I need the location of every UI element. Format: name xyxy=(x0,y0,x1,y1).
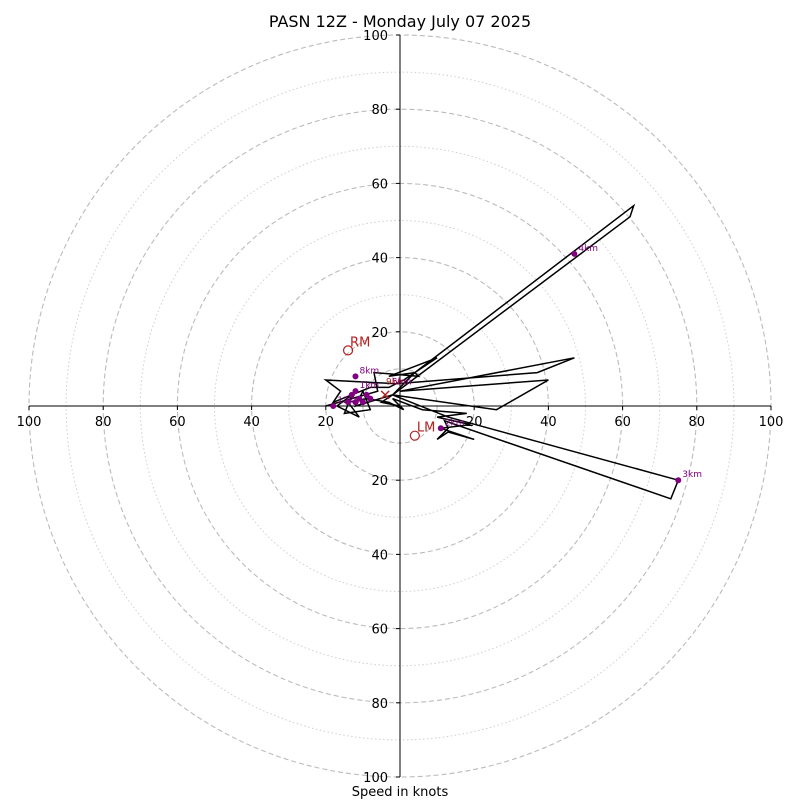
storm-motion-label-LM: LM xyxy=(417,421,435,436)
height-marker-1km xyxy=(352,388,359,395)
height-marker-dot xyxy=(352,399,359,406)
height-marker-3km xyxy=(675,477,682,484)
wind-trace-line xyxy=(323,203,680,500)
height-label-9km: 9km xyxy=(386,378,406,388)
height-marker-dot xyxy=(367,395,374,402)
height-label-3km: 3km xyxy=(682,470,702,480)
height-marker-dot xyxy=(359,399,366,406)
height-marker-dot xyxy=(348,391,355,398)
x-tick-label: 80 xyxy=(95,415,112,430)
y-tick-label: 40 xyxy=(371,548,388,563)
x-axis-label: Speed in knots xyxy=(352,785,449,800)
height-label-5km: 5km xyxy=(392,378,412,388)
x-tick-label: 60 xyxy=(169,415,186,430)
hodograph-trace xyxy=(323,203,680,500)
storm-motion-RM xyxy=(342,345,354,356)
x-tick-label: 40 xyxy=(540,415,557,430)
height-marker-dot xyxy=(356,395,363,402)
tick-labels: 100 80 60 40 20 20 40 60 80 100 100 80 60 40 20 20 40 60 8… xyxy=(17,29,784,786)
x-tick-label: 100 xyxy=(759,415,784,430)
height-marker-dot xyxy=(363,391,370,398)
x-tick-label: 100 xyxy=(17,415,42,430)
x-tick-label: 40 xyxy=(243,415,260,430)
y-tick-label: 60 xyxy=(371,623,388,638)
y-tick-label: 40 xyxy=(371,252,388,267)
height-label-1km: 1km xyxy=(359,381,379,391)
storm-motion-label-RM: RM xyxy=(350,335,370,350)
y-tick-label: 20 xyxy=(371,326,388,341)
y-tick-label: 80 xyxy=(371,697,388,712)
y-tick-label: 20 xyxy=(371,474,388,489)
mean-wind-marker xyxy=(380,390,390,400)
height-marker-4km xyxy=(571,250,578,257)
height-label-4km: 4km xyxy=(578,244,598,254)
height-marker-dot xyxy=(345,399,352,406)
height-label-2km: 2km xyxy=(445,418,465,428)
y-tick-label: 100 xyxy=(363,29,388,44)
x-tick-label: 20 xyxy=(466,415,483,430)
y-tick-label: 100 xyxy=(363,771,388,786)
x-tick-label: 80 xyxy=(689,415,706,430)
x-tick-label: 60 xyxy=(614,415,631,430)
height-label-8km: 8km xyxy=(359,366,379,376)
height-label-12km: 12km xyxy=(337,396,362,406)
height-marker-12km xyxy=(330,403,337,409)
chart-title: PASN 12Z - Monday July 07 2025 xyxy=(269,12,531,31)
height-marker-2km xyxy=(437,425,444,432)
x-tick-label: 20 xyxy=(318,415,335,430)
storm-motion-LM xyxy=(409,430,420,441)
storm-motion-markers: RM LM xyxy=(342,335,435,441)
y-tick-label: 80 xyxy=(371,103,388,118)
y-tick-label: 60 xyxy=(371,177,388,192)
height-marker-8km xyxy=(352,373,359,380)
